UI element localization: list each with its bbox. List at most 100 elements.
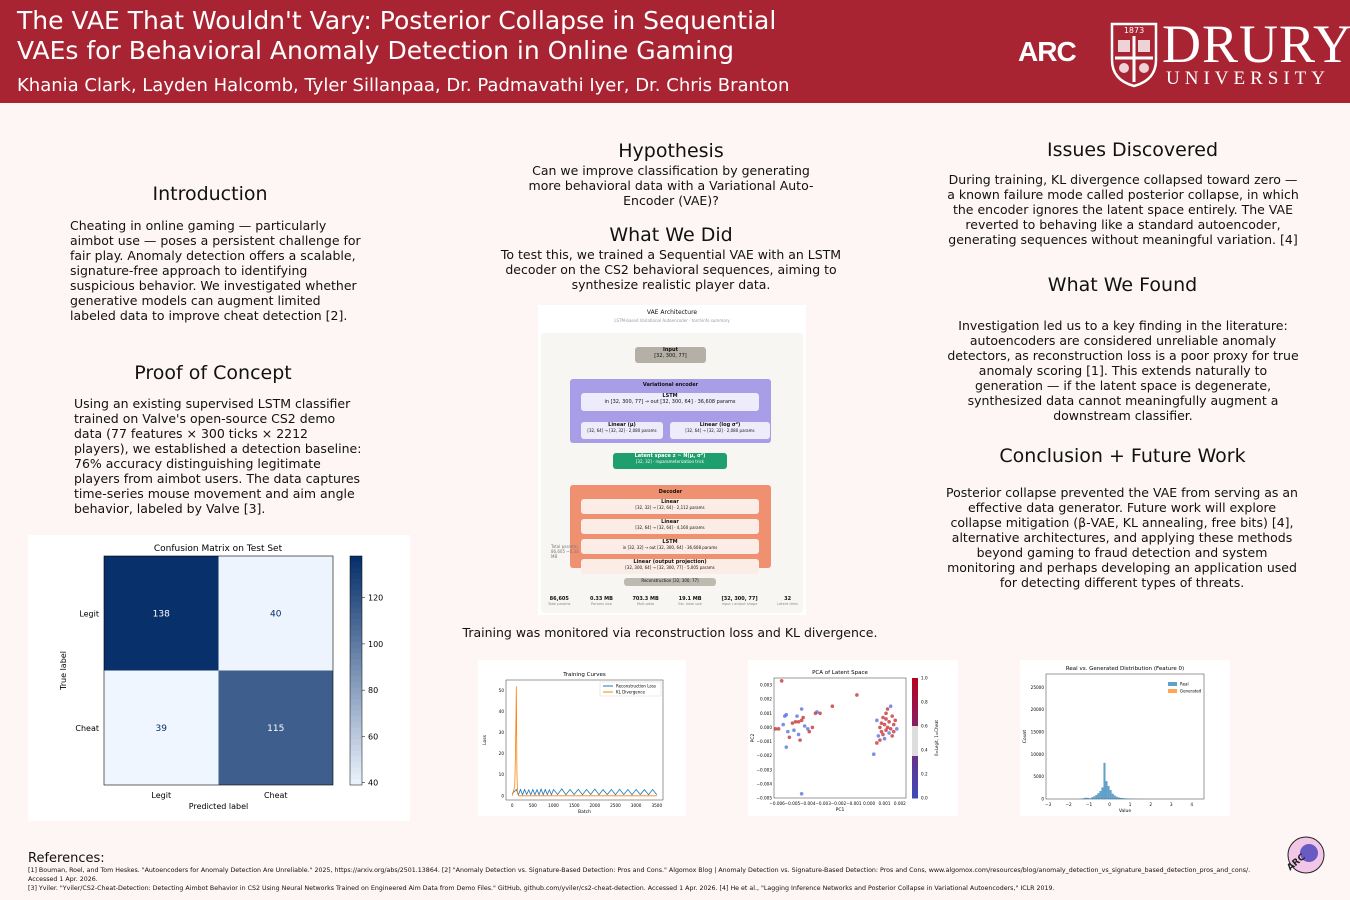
scatter-point: [879, 721, 884, 725]
pca-latent-chart: PCA of Latent Space−0.006 −0.005 −0.004 −0.…: [750, 670, 939, 813]
colorbar-segment: [912, 786, 918, 793]
what-we-did-text: To test this, we trained a Sequential VA…: [500, 247, 842, 292]
colorbar-segment: [350, 744, 362, 752]
x-tick-label: 2500: [610, 803, 621, 808]
vae-encoder-lstm: LSTM in [32, 300, 77] → out [32, 300, 64]…: [581, 393, 759, 411]
colorbar-tick-label: 40: [368, 779, 378, 788]
colorbar-segment: [350, 750, 362, 757]
histogram-bar: [1117, 797, 1120, 799]
colorbar-segment: [350, 613, 362, 620]
histogram-bar: [1123, 798, 1127, 799]
scatter-point: [894, 727, 899, 731]
colorbar-segment: [350, 584, 362, 591]
legend-label: KL Divergence: [616, 690, 645, 695]
x-tick-label: 2: [1149, 802, 1152, 807]
y-tick-label: 0.000: [760, 725, 772, 730]
colorbar-segment: [350, 601, 362, 609]
histogram-bar: [1126, 798, 1129, 799]
y-tick-label: 20000: [1031, 707, 1045, 712]
colorbar-segment: [350, 773, 362, 780]
histogram-bar: [1091, 797, 1094, 799]
colorbar-tick-label: 0.8: [921, 700, 928, 705]
colorbar-segment: [350, 641, 362, 649]
scatter-point: [799, 718, 804, 723]
vae-decoder-linear-2: Linear [32, 64] → [32, 64] · 4,160 params: [581, 519, 759, 534]
scatter-point: [796, 719, 801, 724]
vae-linear-logvar: Linear (log σ²) [32, 64] → [32, 32] · 2,0…: [670, 422, 770, 439]
y-tick-label: −0.005: [757, 796, 773, 801]
x-tick-label: 1000: [548, 803, 559, 808]
histogram-bar: [1082, 798, 1085, 799]
colorbar-segment: [350, 699, 362, 706]
poc-text: Using an existing supervised LSTM classi…: [74, 396, 362, 516]
scatter-point: [798, 738, 802, 742]
x-axis-label: Batch: [578, 809, 591, 815]
confusion-matrix-figure: Confusion Matrix on Test Set 138 40 39 115 Le…: [28, 535, 410, 821]
colorbar-segment: [350, 659, 362, 666]
colorbar-segment: [912, 756, 918, 763]
conclusion-heading: Conclusion + Future Work: [999, 445, 1246, 467]
scatter-point: [875, 741, 879, 745]
y-tick-label: 25000: [1031, 685, 1045, 690]
vae-stat: 703.3 MB Mult-adds: [632, 596, 659, 606]
legend-label: Generated: [1180, 689, 1202, 694]
x-tick-label: 3000: [631, 803, 642, 808]
colorbar-segment: [912, 780, 918, 787]
scatter-point: [890, 734, 894, 738]
cell-value: 138: [153, 609, 170, 619]
series-line: [511, 686, 657, 797]
colorbar-segment: [912, 762, 918, 769]
colorbar-segment: [350, 670, 362, 677]
hypothesis-heading: Hypothesis: [618, 140, 724, 162]
vae-stat: 86,605 Total params: [548, 596, 571, 606]
vae-decoder-linear-1: Linear [32, 32] → [32, 64] · 2,112 params: [581, 499, 759, 514]
y-tick-label: 5000: [1033, 774, 1044, 779]
colorbar-segment: [350, 722, 362, 729]
chart-title: Training Curves: [562, 672, 606, 678]
scatter-point: [799, 791, 804, 796]
colorbar-segment: [350, 636, 362, 643]
vae-output-projection: Linear (output projection) [32, 300, 64] …: [581, 559, 759, 574]
histogram-bar: [1111, 793, 1114, 799]
x-tick-label: −3: [1045, 802, 1052, 807]
colorbar-segment: [350, 647, 362, 654]
arc-corner-logo-icon: ARC: [1285, 836, 1325, 874]
scatter-point: [830, 704, 835, 709]
y-axis-label: Loss: [482, 734, 488, 745]
title-line-2: VAEs for Behavioral Anomaly Detection in…: [17, 36, 734, 65]
cell-value: 115: [267, 724, 284, 734]
colorbar-tick-label: 100: [368, 640, 383, 649]
y-axis-label: PC2: [750, 734, 756, 743]
title-line-1: The VAE That Wouldn't Vary: Posterior Co…: [17, 6, 777, 35]
colorbar-segment: [350, 567, 362, 574]
colorbar-segment: [912, 720, 918, 727]
x-tick-label: 3: [1170, 802, 1173, 807]
y-tick-label: 0.001: [760, 711, 772, 716]
colorbar-tick-label: 80: [368, 686, 378, 695]
x-tick-label: 0.000: [863, 801, 875, 806]
scatter-point: [884, 711, 888, 716]
legend-swatch: [1168, 689, 1177, 693]
colorbar-segment: [350, 676, 362, 683]
scatter-point: [786, 729, 790, 734]
poster-title: The VAE That Wouldn't Vary: Posterior Co…: [17, 6, 817, 66]
y-tick-label: 20: [499, 751, 505, 756]
colorbar-segment: [350, 618, 362, 626]
colorbar-segment: [912, 726, 918, 733]
university-crest-icon: 1873: [1110, 22, 1158, 88]
scatter-point: [787, 735, 792, 740]
colorbar-segment: [912, 792, 918, 799]
scatter-point: [796, 732, 801, 737]
colorbar-segment: [912, 768, 918, 775]
issues-heading: Issues Discovered: [1046, 139, 1219, 161]
colorbar-segment: [350, 590, 362, 597]
vae-latent-block: Latent space z ~ N(μ, σ²) [32, 32] · repa…: [613, 453, 727, 469]
colorbar-segment: [350, 561, 362, 568]
histogram-bar: [1113, 795, 1116, 799]
pca-figure: PCA of Latent Space −0.006 −0.005 −0.004 −0.…: [748, 660, 958, 816]
colorbar-tick-label: 0.2: [921, 772, 928, 777]
scatter-point: [884, 728, 888, 733]
poster-header: The VAE That Wouldn't Vary: Posterior Co…: [0, 0, 1350, 103]
scatter-point: [855, 693, 859, 697]
